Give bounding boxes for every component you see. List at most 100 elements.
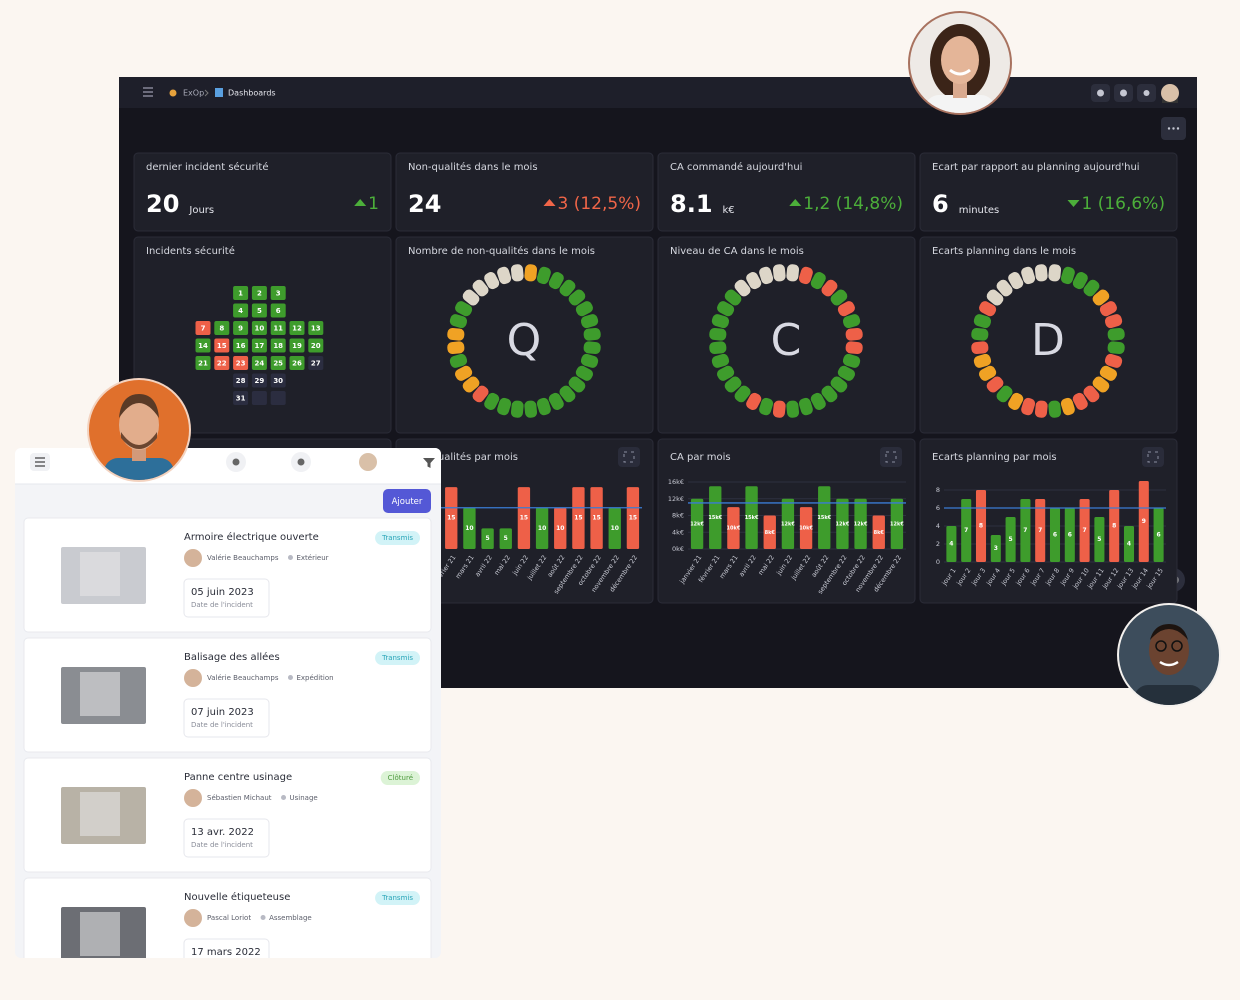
bar: [1020, 499, 1031, 562]
incident-card[interactable]: [23, 877, 432, 992]
incident-title: Panne centre usinage: [184, 772, 292, 783]
calendar-day-label: 11: [273, 325, 283, 333]
bar-label: 8: [979, 523, 983, 530]
bar-label: 4: [949, 541, 953, 548]
bar-label: 6: [1053, 532, 1057, 539]
date-label: Date de l'incident: [191, 721, 253, 729]
ring-segment: [462, 289, 480, 306]
calendar-day-label: 21: [198, 360, 208, 368]
y-tick-label: 8: [936, 486, 940, 494]
ring-segment: [979, 301, 997, 317]
expand-button[interactable]: [1142, 447, 1164, 467]
kpi-value: 6: [932, 190, 949, 218]
calendar-day-label: 25: [273, 360, 283, 368]
breadcrumb[interactable]: Dashboards: [228, 89, 276, 98]
card: [657, 236, 916, 434]
ring-segment: [1021, 397, 1036, 416]
ring-segment: [724, 289, 742, 306]
trend-arrow: [543, 199, 556, 206]
calendar-day: [233, 338, 249, 353]
ring-segment: [842, 314, 861, 329]
topbar-buttons: [1091, 84, 1179, 103]
bar: [872, 515, 885, 549]
expand-icon: [885, 451, 897, 463]
status-label: Transmis: [381, 894, 413, 902]
date-box: [183, 818, 270, 858]
ring-segment: [524, 264, 538, 282]
user-avatar[interactable]: [359, 453, 377, 471]
y-tick-label: 12k€: [668, 495, 684, 503]
ring-segment: [717, 365, 735, 381]
incident-photo-detail: [80, 672, 120, 716]
bar: [445, 487, 458, 549]
ring-segment: [973, 314, 992, 329]
bar: [961, 499, 972, 562]
bar-label: 7: [1083, 527, 1087, 534]
add-button[interactable]: [383, 489, 431, 513]
y-tick-label: 6: [936, 504, 940, 512]
bar-label: 10k€: [799, 526, 813, 532]
ring-segment: [497, 266, 512, 285]
calendar-day-label: 26: [292, 360, 302, 368]
ring-segment: [447, 327, 465, 341]
kpi-delta: 1: [368, 194, 379, 214]
bar-label: 7: [964, 527, 968, 534]
calendar-day-label: 18: [273, 342, 283, 350]
kpi-delta: 3 (12,5%): [558, 194, 642, 214]
calendar-day: [289, 321, 305, 335]
user-avatar[interactable]: [1161, 84, 1179, 102]
calendar-day-label: 7: [201, 325, 206, 333]
ring-segment: [575, 365, 593, 381]
ring-segment: [746, 392, 762, 410]
ring-segment: [1083, 385, 1100, 403]
calendar-day-label: 29: [255, 377, 265, 385]
breadcrumb[interactable]: ExOp: [183, 89, 204, 98]
ring-segment: [821, 385, 838, 403]
incident-photo-detail: [80, 912, 120, 956]
status-badge: [380, 771, 420, 785]
bar-label: 10: [556, 525, 564, 532]
calendar-day-label: 14: [198, 342, 208, 350]
bar-label: 10: [465, 525, 473, 532]
calendar-day-label: 8: [219, 325, 224, 333]
calendar-day-label: 6: [276, 307, 281, 315]
avatar-man-orange: [87, 378, 191, 482]
ring-segment: [734, 279, 751, 297]
ring-segment: [1048, 264, 1062, 282]
calendar-day: [251, 321, 267, 335]
expand-button[interactable]: [880, 447, 902, 467]
bar-label: 15: [574, 515, 582, 522]
ring-segment: [1104, 353, 1123, 368]
status-label: Transmis: [381, 534, 413, 542]
kpi-title: Ecart par rapport au planning aujourd'hu…: [932, 162, 1140, 173]
calendar-day: [289, 338, 305, 353]
ring-segment: [580, 353, 599, 368]
ring-segment: [786, 264, 800, 282]
chart-title: Ecarts planning par mois: [932, 452, 1057, 463]
bar-label: 8k€: [765, 530, 776, 536]
y-tick-label: 16k€: [668, 478, 684, 486]
date-label: Date de l'incident: [191, 841, 253, 849]
calendar-day-label: 28: [236, 377, 246, 385]
bar: [590, 487, 603, 549]
calendar-day: [233, 303, 249, 318]
avatar-man-glasses: [1117, 603, 1221, 707]
ring-segment: [759, 397, 774, 416]
location-icon: [260, 915, 266, 920]
menu-icon[interactable]: [143, 87, 153, 97]
ring-segment: [484, 272, 500, 290]
filter-icon[interactable]: [423, 458, 435, 468]
calendar-day-label: 27: [311, 360, 321, 368]
bar: [890, 498, 904, 549]
ring-segment: [580, 314, 599, 329]
ring-segment: [821, 279, 838, 297]
calendar-day-label: 22: [217, 360, 227, 368]
ring-segment: [455, 301, 473, 317]
date-label: Date de l'incident: [191, 601, 253, 609]
bar: [1064, 508, 1075, 562]
calendar-day: [195, 338, 211, 353]
expand-button[interactable]: [618, 447, 640, 467]
panel-title: Nombre de non-qualités dans le mois: [408, 245, 595, 257]
